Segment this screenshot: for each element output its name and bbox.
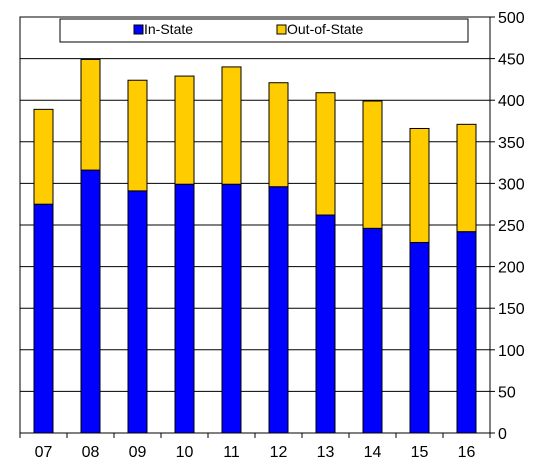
legend-swatch	[133, 24, 144, 35]
bar-in-state-07	[33, 203, 54, 434]
x-tick-label: 11	[223, 444, 240, 461]
bar-in-state-09	[127, 190, 148, 434]
x-tick-label: 08	[82, 444, 100, 461]
bar-in-state-15	[409, 241, 430, 434]
legend: In-State Out-of-State	[59, 18, 469, 43]
x-axis-ticks: 07 08 09 10 11 12 13 14 15 16	[19, 433, 491, 461]
y-tick-label: 100	[498, 343, 525, 360]
y-tick-label: 150	[498, 301, 525, 318]
y-tick-label: 400	[498, 93, 525, 110]
bar-in-state-10	[174, 183, 195, 434]
legend-swatch	[276, 24, 287, 35]
y-tick-label: 200	[498, 260, 525, 277]
bar-in-state-16	[456, 231, 477, 434]
y-tick-label: 0	[498, 426, 507, 443]
bar-out-of-state-08	[80, 58, 101, 171]
bar-out-of-state-09	[127, 79, 148, 192]
bar-out-of-state-11	[221, 66, 242, 185]
legend-box	[59, 18, 469, 43]
bar-out-of-state-10	[174, 75, 195, 185]
legend-label: In-State	[144, 21, 193, 37]
bars	[33, 58, 477, 434]
bar-out-of-state-07	[33, 108, 54, 205]
y-tick-label: 300	[498, 176, 525, 193]
y-tick-label: 50	[498, 384, 516, 401]
bar-out-of-state-14	[362, 100, 383, 229]
x-tick-label: 15	[411, 444, 429, 461]
x-tick-label: 13	[317, 444, 335, 461]
y-axis-ticks: 0 50 100 150 200 250 300 350 400 450 500	[490, 10, 525, 443]
x-tick-label: 12	[270, 444, 288, 461]
x-tick-label: 14	[364, 444, 382, 461]
legend-label: Out-of-State	[287, 21, 363, 37]
bar-in-state-12	[268, 186, 289, 434]
bar-in-state-08	[80, 169, 101, 434]
bar-out-of-state-15	[409, 127, 430, 243]
bar-out-of-state-16	[456, 123, 477, 233]
bar-in-state-14	[362, 227, 383, 434]
bar-in-state-13	[315, 214, 336, 434]
bar-out-of-state-12	[268, 82, 289, 188]
x-tick-label: 16	[458, 444, 476, 461]
x-tick-label: 09	[129, 444, 147, 461]
x-tick-label: 07	[35, 444, 53, 461]
y-tick-label: 500	[498, 10, 525, 27]
y-tick-label: 350	[498, 135, 525, 152]
y-tick-label: 450	[498, 52, 525, 69]
bar-in-state-11	[221, 183, 242, 434]
x-tick-label: 10	[176, 444, 194, 461]
y-tick-label: 250	[498, 218, 525, 235]
bar-out-of-state-13	[315, 92, 336, 216]
